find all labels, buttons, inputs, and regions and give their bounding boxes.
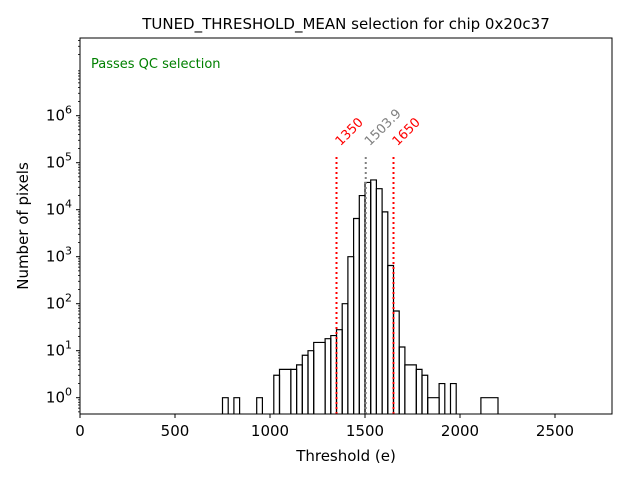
histogram-bin [449, 382, 457, 414]
histogram-bin [480, 397, 499, 414]
chart-title: TUNED_THRESHOLD_MEAN selection for chip … [141, 15, 550, 34]
qc-annotation: Passes QC selection [91, 57, 221, 72]
x-tick-label: 1500 [346, 422, 384, 440]
x-tick-label: 1000 [251, 422, 289, 440]
x-tick-label: 0 [75, 422, 85, 440]
histogram-layer [221, 179, 499, 414]
x-tick-label: 2500 [536, 422, 574, 440]
histogram-bin [256, 397, 263, 414]
x-axis-label: Threshold (e) [295, 447, 396, 465]
histogram-bin [233, 397, 241, 414]
x-tick-label: 2000 [441, 422, 479, 440]
x-tick-label: 500 [161, 422, 190, 440]
histogram-bin [438, 382, 446, 414]
histogram-bin [221, 397, 229, 414]
plot-frame [79, 37, 613, 415]
y-axis-label: Number of pixels [14, 162, 32, 290]
x-axis-ticks: 0 500 1000 1500 2000 2500 [75, 414, 574, 440]
histogram-bin [421, 374, 429, 414]
